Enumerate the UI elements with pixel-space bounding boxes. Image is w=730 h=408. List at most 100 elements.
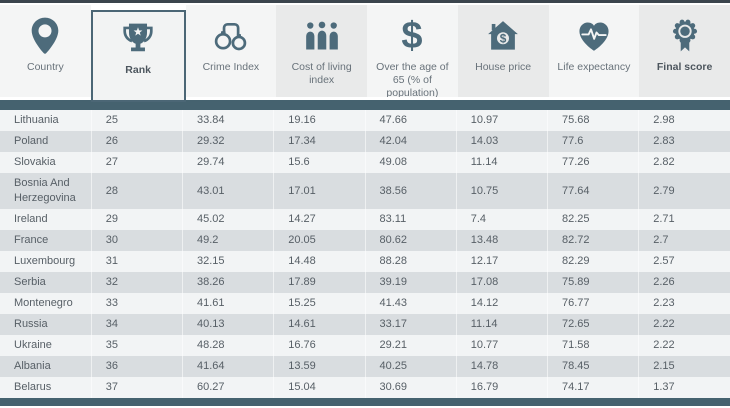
cell-crime-index: 38.26 (182, 272, 275, 293)
cell-crime-index: 29.32 (182, 131, 275, 152)
cell-crime-index: 32.15 (182, 251, 275, 272)
cell-house-price: 10.97 (456, 110, 549, 131)
cell-final-score: 2.83 (638, 131, 730, 152)
cell-cost-of-living: 13.59 (273, 356, 366, 377)
column-header-rank[interactable]: Rank (90, 10, 186, 102)
cell-house-price: 10.77 (456, 335, 549, 356)
cell-rank: 32 (91, 272, 184, 293)
cell-over-65: 30.69 (365, 377, 457, 398)
table-row: Serbia 32 38.26 17.89 39.19 17.08 75.89 … (0, 272, 730, 293)
cell-over-65: 38.56 (365, 173, 457, 209)
svg-text:$: $ (500, 31, 507, 45)
column-header-crime-index[interactable]: Crime Index (185, 5, 277, 97)
cell-over-65: 29.21 (365, 335, 457, 356)
cell-house-price: 14.78 (456, 356, 549, 377)
cell-life-expectancy: 76.77 (547, 293, 640, 314)
cell-life-expectancy: 82.29 (547, 251, 640, 272)
table-row: France 30 49.2 20.05 80.62 13.48 82.72 2… (0, 230, 730, 251)
cell-over-65: 33.17 (365, 314, 457, 335)
cell-over-65: 83.11 (365, 209, 457, 230)
cell-crime-index: 60.27 (182, 377, 275, 398)
column-header-final-score[interactable]: Final score (639, 5, 730, 97)
cell-cost-of-living: 19.16 (273, 110, 366, 131)
cell-cost-of-living: 16.76 (273, 335, 366, 356)
cell-rank: 31 (91, 251, 184, 272)
cell-crime-index: 40.13 (182, 314, 275, 335)
cell-over-65: 80.62 (365, 230, 457, 251)
cell-house-price: 16.79 (456, 377, 549, 398)
cell-country: Belarus (0, 377, 92, 398)
cell-cost-of-living: 15.25 (273, 293, 366, 314)
cell-life-expectancy: 82.25 (547, 209, 640, 230)
cell-rank: 30 (91, 230, 184, 251)
table-row: Ukraine 35 48.28 16.76 29.21 10.77 71.58… (0, 335, 730, 356)
cell-cost-of-living: 17.34 (273, 131, 366, 152)
footer-bar (0, 398, 730, 406)
cell-life-expectancy: 82.72 (547, 230, 640, 251)
column-label: Cost of living index (291, 61, 352, 86)
column-header-country[interactable]: Country (0, 5, 91, 97)
cell-cost-of-living: 14.27 (273, 209, 366, 230)
cell-final-score: 1.37 (638, 377, 730, 398)
cell-country: Serbia (0, 272, 92, 293)
cell-country: Russia (0, 314, 92, 335)
column-label: Country (26, 61, 64, 73)
cell-house-price: 7.4 (456, 209, 549, 230)
cell-life-expectancy: 74.17 (547, 377, 640, 398)
cell-crime-index: 41.64 (182, 356, 275, 377)
heart-pulse-icon (574, 13, 614, 59)
cell-final-score: 2.22 (638, 335, 730, 356)
handcuffs-icon (211, 13, 251, 59)
cell-life-expectancy: 77.26 (547, 152, 640, 173)
cell-rank: 34 (91, 314, 184, 335)
table-row: Lithuania 25 33.84 19.16 47.66 10.97 75.… (0, 110, 730, 131)
cell-final-score: 2.82 (638, 152, 730, 173)
cell-final-score: 2.71 (638, 209, 730, 230)
cell-final-score: 2.98 (638, 110, 730, 131)
cell-rank: 33 (91, 293, 184, 314)
cell-rank: 35 (91, 335, 184, 356)
column-label: Rank (125, 64, 151, 76)
table-row: Belarus 37 60.27 15.04 30.69 16.79 74.17… (0, 377, 730, 398)
column-header-house-price[interactable]: $ House price (457, 5, 549, 97)
cell-cost-of-living: 15.6 (273, 152, 366, 173)
people-icon (302, 13, 342, 59)
cell-over-65: 41.43 (365, 293, 457, 314)
cell-final-score: 2.23 (638, 293, 730, 314)
header-divider-bar (0, 100, 730, 110)
cell-final-score: 2.22 (638, 314, 730, 335)
cell-over-65: 42.04 (365, 131, 457, 152)
cell-life-expectancy: 72.65 (547, 314, 640, 335)
table-row: Ireland 29 45.02 14.27 83.11 7.4 82.25 2… (0, 209, 730, 230)
cell-country: Bosnia And Herzegovina (0, 173, 92, 209)
column-label: House price (475, 61, 532, 73)
column-header-life-expectancy[interactable]: Life expectancy (548, 5, 640, 97)
cell-crime-index: 45.02 (182, 209, 275, 230)
cell-crime-index: 49.2 (182, 230, 275, 251)
column-header-cost-of-living[interactable]: Cost of living index (276, 5, 367, 97)
cell-cost-of-living: 17.89 (273, 272, 366, 293)
cell-over-65: 47.66 (365, 110, 457, 131)
cell-country: Lithuania (0, 110, 92, 131)
cell-house-price: 10.75 (456, 173, 549, 209)
cell-crime-index: 29.74 (182, 152, 275, 173)
column-label: Life expectancy (557, 61, 631, 73)
column-headers: Country Rank (0, 3, 730, 102)
award-rosette-icon (666, 13, 704, 59)
cell-crime-index: 41.61 (182, 293, 275, 314)
cell-house-price: 17.08 (456, 272, 549, 293)
cell-rank: 27 (91, 152, 184, 173)
table-row: Luxembourg 31 32.15 14.48 88.28 12.17 82… (0, 251, 730, 272)
table-row: Russia 34 40.13 14.61 33.17 11.14 72.65 … (0, 314, 730, 335)
cell-life-expectancy: 78.45 (547, 356, 640, 377)
cell-country: Montenegro (0, 293, 92, 314)
column-label: Final score (656, 61, 713, 73)
cell-rank: 29 (91, 209, 184, 230)
cell-rank: 28 (91, 173, 184, 209)
cell-house-price: 14.12 (456, 293, 549, 314)
cell-over-65: 39.19 (365, 272, 457, 293)
column-header-over-65[interactable]: $ Over the age of 65 (% of population) (367, 5, 458, 97)
cell-house-price: 11.14 (456, 152, 549, 173)
cell-house-price: 13.48 (456, 230, 549, 251)
